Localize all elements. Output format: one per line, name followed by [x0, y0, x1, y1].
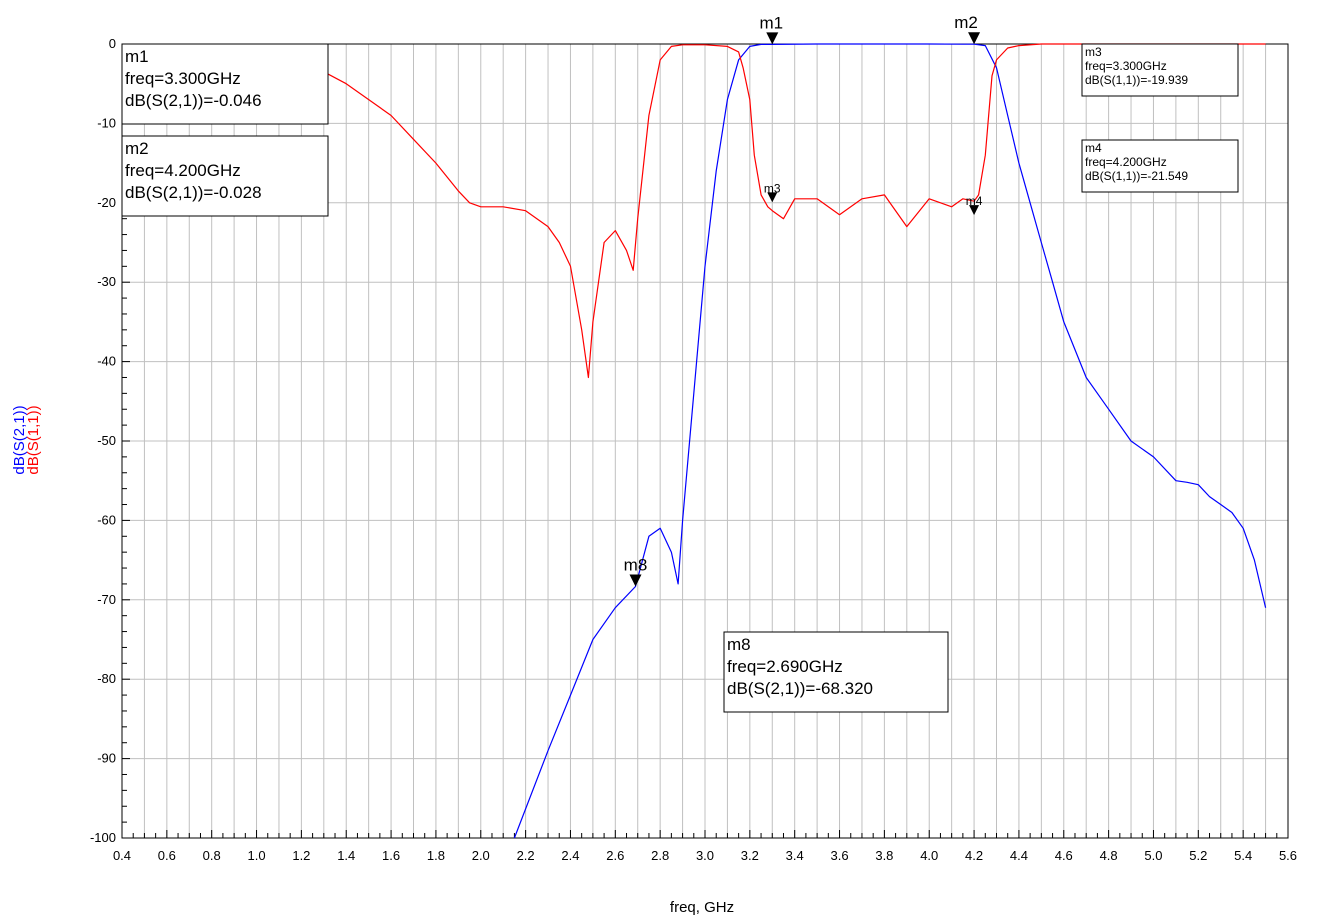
y-tick-label: -50 [97, 433, 116, 448]
x-tick-label: 4.0 [920, 848, 938, 863]
x-tick-label: 4.8 [1100, 848, 1118, 863]
x-tick-label: 1.8 [427, 848, 445, 863]
marker-m4-label: m4 [966, 194, 983, 208]
marker-readout-box [723, 631, 949, 713]
marker-m1-triangle [766, 32, 779, 45]
x-tick-label: 2.0 [472, 848, 490, 863]
marker-readout-line: dB(S(2,1))=-0.028 [125, 183, 262, 202]
series-line-s21 [513, 43, 1267, 839]
y-tick-label: -10 [97, 115, 116, 130]
marker-readout-line: m3 [1085, 45, 1102, 59]
y-axis-label-s21: dB(S(2,1)) [11, 405, 28, 474]
x-tick-label: 3.6 [830, 848, 848, 863]
marker-readout-line: freq=3.300GHz [1085, 59, 1167, 73]
y-tick-label: -60 [97, 512, 116, 527]
x-tick-label: 5.2 [1189, 848, 1207, 863]
marker-readout-box [121, 43, 329, 125]
y-tick-label: -80 [97, 671, 116, 686]
x-tick-label: 5.4 [1234, 848, 1252, 863]
x-tick-label: 1.6 [382, 848, 400, 863]
y-axis-label-s11: dB(S(1,1)) [25, 405, 42, 474]
x-tick-label: 4.4 [1010, 848, 1028, 863]
y-tick-label: -90 [97, 751, 116, 766]
x-tick-label: 1.0 [247, 848, 265, 863]
y-tick-label: 0 [109, 36, 116, 51]
y-tick-label: -20 [97, 195, 116, 210]
marker-m2-triangle [968, 32, 981, 45]
marker-readout-line: m8 [727, 635, 751, 654]
x-tick-label: 2.8 [651, 848, 669, 863]
marker-readout-line: freq=2.690GHz [727, 657, 843, 676]
marker-readout-line: dB(S(1,1))=-21.549 [1085, 169, 1188, 183]
marker-readout-line: freq=4.200GHz [125, 161, 241, 180]
marker-m1-label: m1 [759, 13, 783, 32]
x-tick-label: 5.0 [1144, 848, 1162, 863]
marker-readout-box [121, 135, 329, 217]
x-tick-label: 2.2 [517, 848, 535, 863]
y-tick-labels: 0 -10 -20 -30 -40 -50 -60 -70 -80 -90 -100 [90, 36, 116, 845]
y-tick-label: -100 [90, 830, 116, 845]
marker-m8-triangle [629, 574, 642, 587]
x-tick-label: 4.2 [965, 848, 983, 863]
y-tick-label: -30 [97, 274, 116, 289]
marker-m3-label: m3 [764, 181, 781, 195]
x-tick-label: 2.4 [561, 848, 579, 863]
readout-layer: m1 freq=3.300GHz dB(S(2,1))=-0.046 m2 freq=4… [121, 43, 1239, 713]
x-tick-label: 0.4 [113, 848, 131, 863]
marker-readout-line: dB(S(2,1))=-0.046 [125, 91, 262, 110]
marker-readout-line: freq=3.300GHz [125, 69, 241, 88]
marker-m3-triangle [767, 192, 778, 203]
series-line-s11 [144, 43, 1266, 379]
marker-readout-box [1081, 43, 1239, 97]
x-tick-label: 1.2 [292, 848, 310, 863]
marker-readout-line: m4 [1085, 141, 1102, 155]
marker-readout-line: m2 [125, 139, 149, 158]
x-axis-label: freq, GHz [670, 899, 734, 916]
x-tick-label: 0.8 [203, 848, 221, 863]
x-tick-label: 3.8 [875, 848, 893, 863]
marker-readout-line: dB(S(1,1))=-19.939 [1085, 73, 1188, 87]
x-tick-label: 5.6 [1279, 848, 1297, 863]
x-tick-label: 1.4 [337, 848, 355, 863]
tick-marks [121, 43, 1289, 839]
series-layer [144, 43, 1267, 839]
x-tick-labels: 0.4 0.6 0.8 1.0 1.2 1.4 1.6 1.8 2.0 2.2 2.4 2.6 2.8 3… [113, 848, 1297, 863]
x-tick-label: 3.4 [786, 848, 804, 863]
marker-layer: m1 m2 m3 m4 m8 [624, 13, 983, 587]
marker-readout-box [1081, 139, 1239, 193]
x-tick-label: 3.0 [696, 848, 714, 863]
x-tick-label: 0.6 [158, 848, 176, 863]
x-tick-label: 2.6 [606, 848, 624, 863]
x-tick-label: 3.2 [741, 848, 759, 863]
marker-readout-line: m1 [125, 47, 149, 66]
marker-m4-triangle [969, 205, 980, 216]
y-tick-label: -70 [97, 592, 116, 607]
marker-m8-label: m8 [624, 555, 648, 574]
y-tick-label: -40 [97, 354, 116, 369]
marker-readout-line: freq=4.200GHz [1085, 155, 1167, 169]
marker-readout-line: dB(S(2,1))=-68.320 [727, 679, 873, 698]
x-tick-label: 4.6 [1055, 848, 1073, 863]
marker-m2-label: m2 [954, 13, 978, 32]
